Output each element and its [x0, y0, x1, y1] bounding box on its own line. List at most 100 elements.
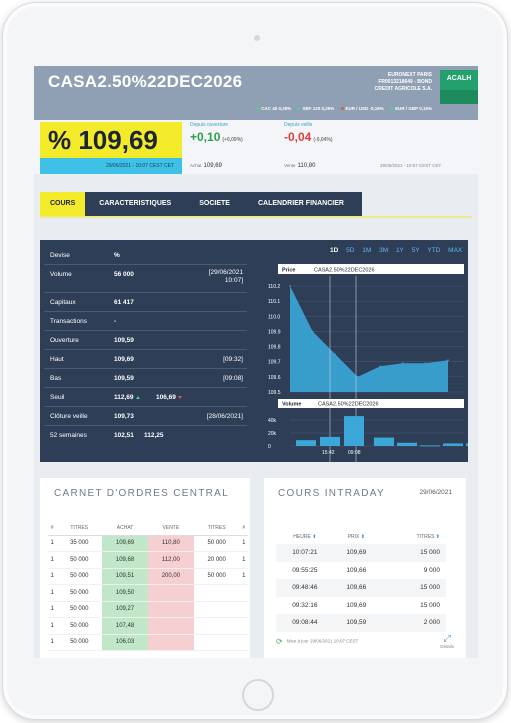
volume-chart-header — [278, 399, 464, 408]
market-indices: CAC 40 0,25% SBF 120 0,25% EUR / USD -0,… — [251, 106, 432, 111]
orderbook-cell: 109,69 — [102, 535, 148, 552]
intraday-row: 09:48:46 109,66 15 000 — [276, 579, 446, 597]
details-link[interactable]: ⤢ Détails — [440, 633, 454, 649]
orderbook-row: 1 50 000 106,03 — [48, 634, 248, 651]
orderbook-cell: 110,80 — [147, 535, 194, 552]
tab-calendrier[interactable]: CALENDRIER FINANCIER — [257, 200, 344, 207]
tab-societe[interactable]: SOCIETE — [199, 200, 230, 207]
index-item[interactable]: CAC 40 0,25% — [256, 106, 291, 111]
orderbook-cell: 50 000 — [56, 601, 103, 618]
detail-row: 52 semaines 102,51 112,25 — [50, 432, 164, 439]
orderbook-cell: 109,50 — [102, 584, 148, 602]
period-1d[interactable]: 1D — [330, 247, 339, 254]
price-band: % 109,69 29/06/2021 - 10:07 CEST CET Dep… — [34, 120, 478, 174]
refresh-icon[interactable]: ⟳ — [276, 637, 283, 646]
price-area — [290, 286, 448, 392]
orderbook-cell: 1 — [239, 551, 248, 569]
index-item[interactable]: EUR / GBP 0,15% — [390, 106, 432, 111]
detail-row: Ouverture 109,59 — [44, 331, 247, 350]
index-item[interactable]: EUR / USD -0,16% — [340, 106, 384, 111]
volume-chart-label: Volume — [282, 402, 301, 408]
orderbook-cell: 50 000 — [56, 617, 103, 635]
last-update: ⟳ Mise à jour 29/06/2021 10:07 CEST — [276, 637, 359, 646]
detail-row: Haut 109,69 [09:32] — [44, 350, 247, 369]
intraday-card: COURS INTRADAY 29/06/2021 HEURE ⬍ PRIX ⬍… — [264, 478, 466, 658]
detail-row: Transactions - — [44, 312, 247, 331]
intraday-row: 09:32:16 109,69 15 000 — [276, 597, 446, 615]
price-tick-label: 110.2 — [268, 284, 280, 290]
ask-price: Vente 110,80 — [284, 163, 316, 169]
intraday-cell: 9 000 — [423, 566, 440, 574]
camera — [254, 35, 260, 41]
volume-bar — [344, 416, 364, 446]
volume-chart-title: CASA2.50%22DEC2026 — [318, 402, 379, 408]
intraday-cell: 10:07:21 — [276, 544, 334, 562]
detail-row: Capitaux 61 417 — [44, 293, 247, 312]
orderbook-cell: 50 000 — [56, 551, 103, 569]
orderbook-cell: 106,03 — [102, 634, 148, 651]
orderbook-cell — [147, 584, 194, 602]
price-tick-label: 109.6 — [268, 375, 281, 381]
period-1m[interactable]: 1M — [362, 247, 372, 254]
price-tick-label: 110.1 — [268, 299, 280, 305]
period-5d[interactable]: 5D — [346, 247, 355, 254]
period-ytd[interactable]: YTD — [427, 247, 441, 254]
instrument-title: CASA2.50%22DEC2026 — [48, 72, 243, 91]
intraday-header-price[interactable]: PRIX ⬍ — [347, 534, 365, 540]
home-button[interactable] — [242, 679, 274, 711]
price-point — [311, 330, 314, 333]
price-chart-title: CASA2.50%22DEC2026 — [314, 268, 375, 274]
intraday-cell: 109,59 — [333, 614, 380, 632]
period-1y[interactable]: 1Y — [395, 247, 404, 254]
intraday-title: COURS INTRADAY — [278, 488, 385, 499]
orderbook-cell — [147, 634, 194, 651]
section-tabs: COURS CARACTERISTIQUES SOCIETE CALENDRIE… — [40, 192, 362, 216]
instrument-info: EURONEXT PARIS FR0013218649 - BOND CREDI… — [375, 72, 432, 93]
orderbook-header: # — [239, 521, 248, 536]
orderbook-cell: 50 000 — [56, 584, 103, 602]
volume-bar — [397, 442, 417, 446]
price-point — [289, 285, 291, 287]
period-selector: 1D 5D 1M 3M 1Y 5Y YTD MAX — [330, 247, 468, 254]
orderbook-cell — [239, 634, 248, 651]
change-open-label: Depuis ouverture — [190, 122, 229, 128]
intraday-cell: 09:48:46 — [276, 579, 334, 597]
bid-price: Achat 109,69 — [190, 163, 222, 169]
expand-icon: ⤢ — [443, 633, 451, 643]
orderbook-header: VENTE — [147, 521, 194, 536]
tab-caracteristiques[interactable]: CARACTERISTIQUES — [99, 200, 172, 207]
price-point — [402, 362, 404, 365]
detail-row: Clôture veille 109,73 [28/06/2021] — [44, 407, 247, 426]
intraday-row: 09:08:44 109,59 2 000 — [276, 614, 446, 632]
volume-bar — [443, 443, 463, 446]
orderbook-cell: 109,27 — [102, 601, 148, 618]
volume-bar — [374, 437, 394, 446]
orderbook-table: # TITRES ACHAT VENTE TITRES # 1 35 000 109… — [48, 521, 248, 651]
price-point — [379, 365, 382, 368]
intraday-header-qty[interactable]: TITRES ⬍ — [416, 534, 440, 540]
orderbook-cell: 1 — [48, 535, 57, 552]
ticker-badge: ACALH — [440, 70, 478, 104]
intraday-cell: 109,66 — [346, 566, 367, 574]
intraday-header-time[interactable]: HEURE ⬍ — [293, 534, 317, 540]
intraday-cell: 109,69 — [333, 544, 380, 562]
intraday-cell: 109,66 — [333, 579, 380, 597]
period-3m[interactable]: 3M — [379, 247, 389, 254]
orderbook-header: ACHAT — [102, 521, 148, 536]
period-max[interactable]: MAX — [448, 247, 463, 254]
quote-panel: Devise% Volume 56 000 [29/06/2021 10:07] C… — [40, 240, 468, 462]
orderbook-card: CARNET D'ORDRES CENTRAL # TITRES ACHAT V… — [40, 478, 250, 658]
period-5y[interactable]: 5Y — [411, 247, 420, 254]
orderbook-cell: 109,51 — [102, 568, 148, 585]
tab-cours[interactable]: COURS — [40, 192, 86, 216]
price-chart-label: Price — [282, 268, 295, 274]
orderbook-cell — [239, 601, 248, 618]
price-volume-charts[interactable]: Price CASA2.50%22DEC2026 109.5 109.6 109.7 10… — [40, 240, 468, 462]
index-item[interactable]: SBF 120 0,25% — [297, 106, 334, 111]
intraday-cell: 2 000 — [379, 614, 446, 632]
price-tick-label: 110.0 — [268, 314, 280, 320]
volume-bar — [296, 440, 316, 446]
orderbook-header: # — [48, 521, 57, 536]
index-dot-icon — [297, 107, 301, 110]
instrument-header: CASA2.50%22DEC2026 EURONEXT PARIS FR0013… — [34, 66, 478, 120]
